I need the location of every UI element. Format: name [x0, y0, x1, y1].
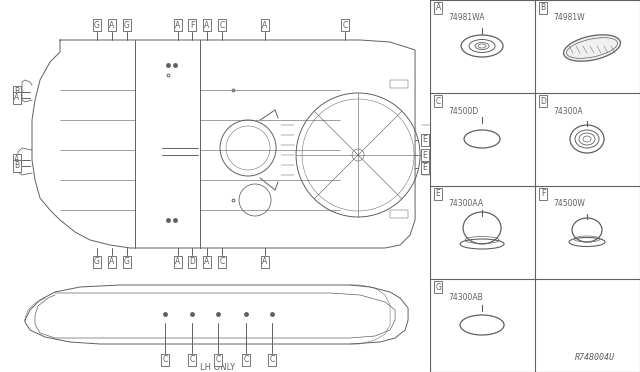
Text: A: A [175, 257, 180, 266]
Text: 74300A: 74300A [553, 106, 582, 115]
Text: A: A [204, 20, 210, 29]
Text: A: A [175, 20, 180, 29]
Text: G: G [124, 20, 130, 29]
Text: 74981WA: 74981WA [448, 13, 484, 22]
Text: 74500D: 74500D [448, 106, 478, 115]
Text: LH ONLY: LH ONLY [200, 363, 236, 372]
Text: D: D [189, 257, 195, 266]
Text: B: B [15, 161, 20, 170]
Ellipse shape [564, 35, 621, 61]
Text: B: B [15, 87, 20, 96]
Text: F: F [190, 20, 194, 29]
Text: C: C [189, 356, 195, 365]
Text: 74300AB: 74300AB [448, 292, 483, 301]
Text: A: A [109, 20, 115, 29]
Text: A: A [14, 155, 20, 164]
Text: A: A [262, 257, 268, 266]
Text: B: B [540, 3, 545, 13]
Text: C: C [342, 20, 348, 29]
Text: E: E [422, 151, 428, 160]
Text: 74300AA: 74300AA [448, 199, 483, 208]
Text: E: E [422, 135, 428, 144]
Text: R748004U: R748004U [575, 353, 615, 362]
Text: A: A [262, 20, 268, 29]
Text: C: C [220, 257, 225, 266]
Text: G: G [94, 257, 100, 266]
Bar [390, 210, 408, 218]
Text: D: D [540, 96, 546, 106]
Text: C: C [216, 356, 221, 365]
Text: A: A [435, 3, 441, 13]
Bar [390, 80, 408, 88]
Text: E: E [436, 189, 440, 199]
Text: A: A [204, 257, 210, 266]
Text: G: G [94, 20, 100, 29]
Text: G: G [435, 282, 441, 292]
Text: C: C [243, 356, 249, 365]
Text: C: C [435, 96, 441, 106]
Text: C: C [269, 356, 275, 365]
Text: 74500W: 74500W [553, 199, 585, 208]
Text: F: F [541, 189, 545, 199]
Text: A: A [14, 93, 20, 103]
Text: E: E [422, 164, 428, 173]
Text: C: C [163, 356, 168, 365]
Text: C: C [220, 20, 225, 29]
Text: 74981W: 74981W [553, 13, 585, 22]
Text: A: A [109, 257, 115, 266]
Text: G: G [124, 257, 130, 266]
